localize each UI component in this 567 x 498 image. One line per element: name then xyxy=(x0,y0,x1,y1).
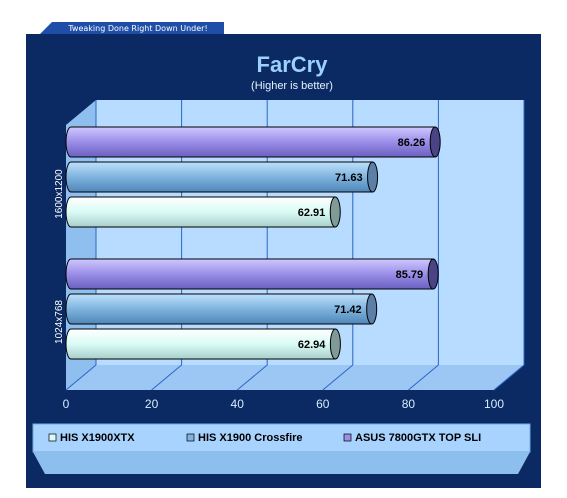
x-axis-ticks: 0 20 40 60 80 100 xyxy=(63,397,505,411)
bar-1600x1200-1: 71.63 xyxy=(65,161,379,193)
bar-body xyxy=(65,161,374,193)
legend-item-his-x1900-crossfire: HIS X1900 Crossfire xyxy=(186,432,303,444)
x-tick-label: 20 xyxy=(145,397,159,411)
x-tick-label: 0 xyxy=(63,397,70,411)
bar-value-label: 86.26 xyxy=(398,137,426,149)
bar-end-cap xyxy=(429,126,441,158)
category-label-1600x1200: 1600x1200 xyxy=(54,169,65,219)
x-tick-label: 100 xyxy=(484,397,504,411)
legend-box xyxy=(32,423,531,453)
x-tick-label: 80 xyxy=(402,397,416,411)
x-tick-label: 60 xyxy=(316,397,330,411)
legend-label: ASUS 7800GTX TOP SLI xyxy=(355,432,481,444)
bar-body xyxy=(65,126,436,158)
bar-1600x1200-2: 86.26 xyxy=(65,126,441,158)
banner-text: Tweaking Done Right Down Under! xyxy=(67,24,207,33)
bar-1024x768-1: 71.42 xyxy=(65,293,378,325)
bar-body xyxy=(65,196,336,228)
chart-title: FarCry xyxy=(257,52,329,77)
legend-swatch xyxy=(48,433,57,442)
legend-label: HIS X1900XTX xyxy=(60,432,135,444)
bar-body xyxy=(65,328,336,360)
bar-1600x1200-0: 62.91 xyxy=(65,196,341,228)
plot-floor xyxy=(66,365,524,390)
bar-value-label: 62.91 xyxy=(298,207,326,219)
gridline-floor-0 xyxy=(65,364,97,391)
bar-value-label: 85.79 xyxy=(396,269,424,281)
bar-value-label: 71.63 xyxy=(335,172,363,184)
bar-end-cap xyxy=(367,161,379,193)
gridline-floor-80 xyxy=(408,364,439,391)
bar-body xyxy=(65,258,434,290)
bar-value-label: 71.42 xyxy=(334,304,362,316)
bar-value-label: 62.94 xyxy=(298,339,326,351)
banner-tab xyxy=(40,22,224,34)
gridline-floor-40 xyxy=(236,364,268,391)
legend-label: HIS X1900 Crossfire xyxy=(198,432,303,444)
bar-end-cap xyxy=(329,196,341,228)
category-label-1024x768: 1024x768 xyxy=(54,300,65,344)
bar-body xyxy=(65,293,373,325)
gridline-floor-20 xyxy=(151,364,182,391)
legend-shadow xyxy=(33,452,530,474)
gridline-floor-60 xyxy=(322,364,354,391)
legend-swatch xyxy=(186,433,195,442)
x-tick-label: 40 xyxy=(231,397,245,411)
legend-swatch xyxy=(343,433,352,442)
legend-item-his-x1900xtx: HIS X1900XTX xyxy=(48,432,135,444)
bar-end-cap xyxy=(329,328,341,360)
chart-subtitle: (Higher is better) xyxy=(251,80,333,92)
bar-1024x768-0: 62.94 xyxy=(65,328,341,360)
bar-end-cap xyxy=(366,293,378,325)
bar-1024x768-2: 85.79 xyxy=(65,258,439,290)
bar-end-cap xyxy=(427,258,439,290)
bars-layer: 86.26 71.63 62.91 85.79 71.42 62.94 xyxy=(65,126,441,360)
gridline-floor-100 xyxy=(493,364,525,391)
legend-item-asus-7800gtx-top-sli: ASUS 7800GTX TOP SLI xyxy=(343,432,481,444)
